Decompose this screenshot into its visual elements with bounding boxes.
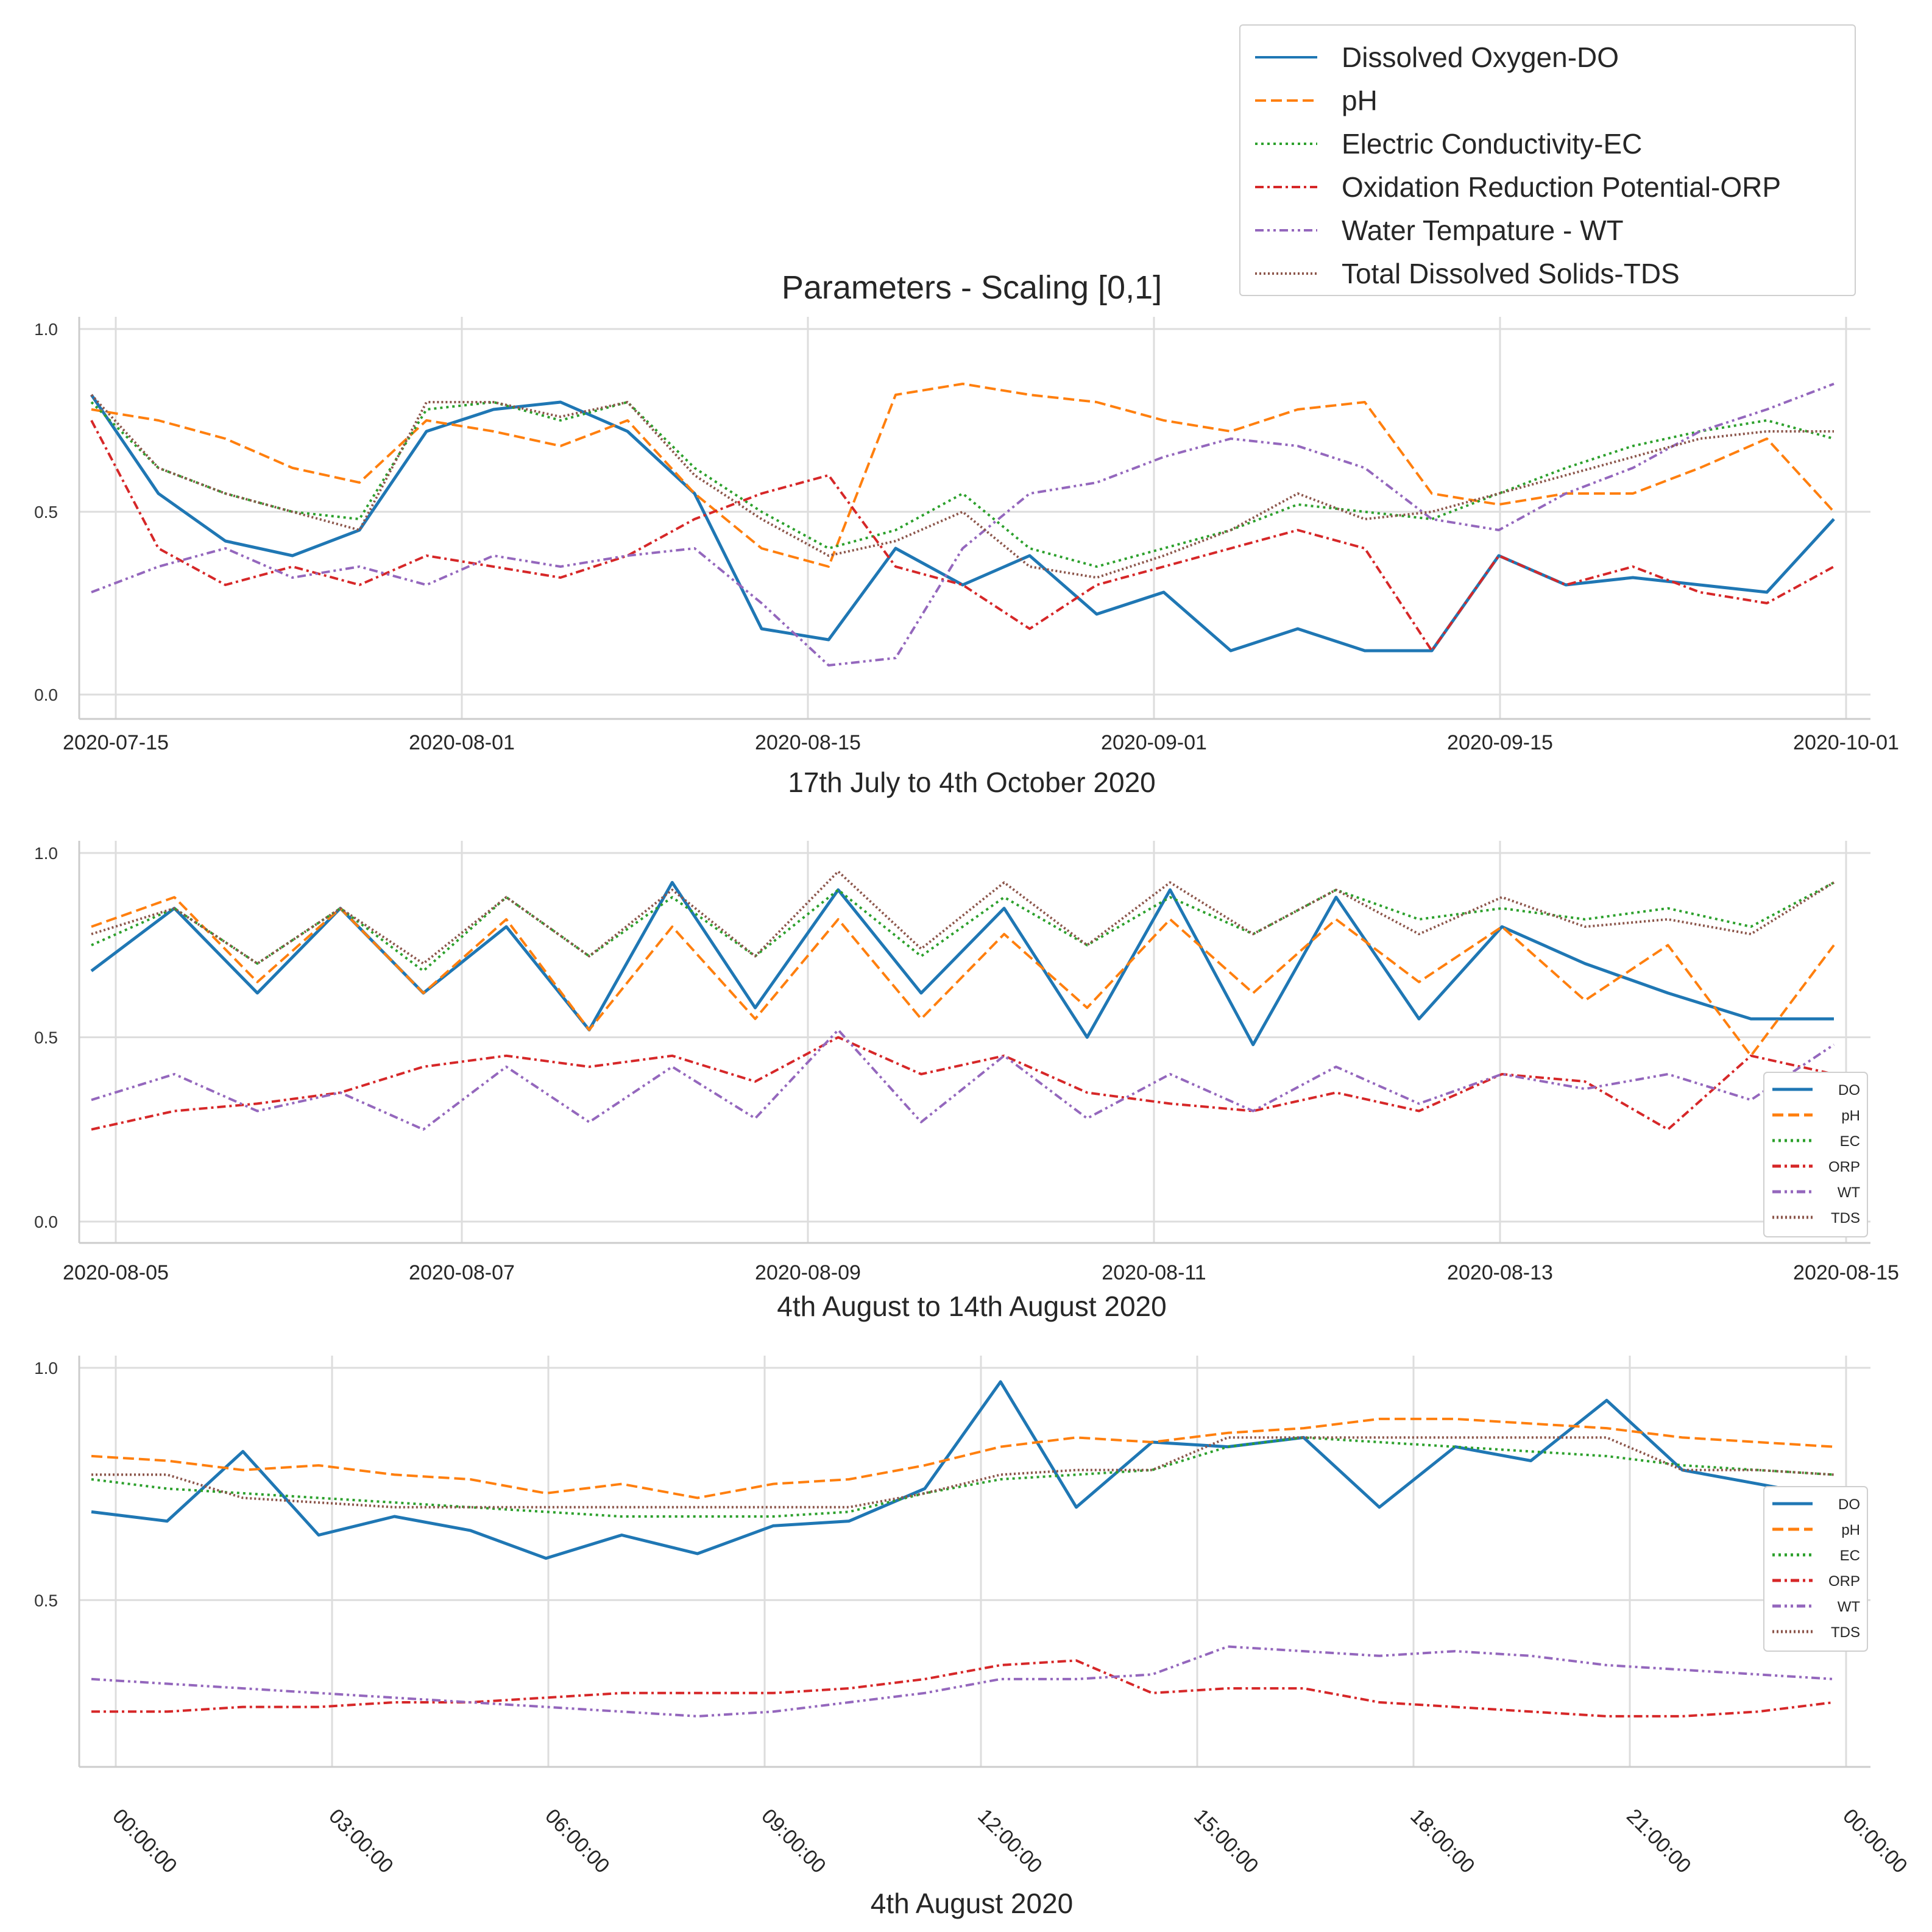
series-line-orp xyxy=(91,1036,1835,1131)
series-line-ec xyxy=(91,881,1835,972)
chart-panel-1: 0.0 0.5 1.0 2020-07-15 2020-08-01 2020-08-15 2… xyxy=(34,317,1899,798)
chart-panel-3: 0.5 1.0 00:00:00 03:00:00 06:00:00 09:00:00 12… xyxy=(34,1356,1912,1919)
x-tick-label: 2020-09-15 xyxy=(1447,731,1553,754)
legend-swatch-total-dissolved-solids-tds xyxy=(1255,272,1317,275)
x-tick-label: 2020-08-15 xyxy=(755,731,861,754)
x-tick-label: 2020-08-11 xyxy=(1102,1261,1206,1284)
series-line-do xyxy=(91,1380,1835,1560)
legend-label-orp: ORP xyxy=(1828,1159,1860,1175)
y-tick-label: 1.0 xyxy=(34,320,58,339)
series-line-ph xyxy=(91,1417,1835,1499)
x-tick-label: 2020-08-09 xyxy=(755,1261,861,1284)
legend-entry-dissolved-oxygen-do: Dissolved Oxygen-DO xyxy=(1253,39,1619,76)
x-tick-label: 2020-09-01 xyxy=(1101,731,1207,754)
legend-entry-oxidation-reduction-potential-orp: Oxidation Reduction Potential-ORP xyxy=(1253,169,1781,205)
series-line-electric-conductivity-ec xyxy=(90,401,1835,568)
legend-label-ec: EC xyxy=(1840,1133,1860,1150)
series-line-dissolved-oxygen-do xyxy=(90,394,1835,653)
x-tick-label: 2020-08-05 xyxy=(63,1261,169,1284)
legend-label-wt: WT xyxy=(1838,1599,1861,1615)
legend-label-tds: TDS xyxy=(1831,1210,1860,1226)
x-tick-label: 03:00:00 xyxy=(324,1805,397,1878)
legend-entry-ph: pH xyxy=(1253,82,1378,119)
legend-swatch-oxidation-reduction-potential-orp xyxy=(1255,186,1317,188)
x-tick-label: 18:00:00 xyxy=(1406,1805,1479,1878)
series-line-water-tempature-wt xyxy=(91,383,1835,667)
x-axis-label: 4th August 2020 xyxy=(871,1888,1074,1919)
legend-label: Dissolved Oxygen-DO xyxy=(1342,41,1619,73)
y-tick-label: 1.0 xyxy=(34,1359,58,1378)
x-tick-label: 12:00:00 xyxy=(973,1805,1046,1878)
legend-label: Water Tempature - WT xyxy=(1342,214,1624,246)
x-tick-label: 2020-08-15 xyxy=(1793,1261,1899,1284)
y-tick-label: 0.5 xyxy=(34,503,58,522)
series-line-oxidation-reduction-potential-orp xyxy=(90,420,1835,652)
figure-title: Parameters - Scaling [0,1] xyxy=(782,269,1162,306)
legend-label: Electric Conductivity-EC xyxy=(1342,128,1643,160)
legend-swatch-water-tempature-wt xyxy=(1255,229,1317,232)
legend-swatch-ph xyxy=(1255,99,1317,102)
x-axis-label: 4th August to 14th August 2020 xyxy=(777,1290,1166,1322)
x-tick-label: 2020-10-01 xyxy=(1793,731,1899,754)
x-tick-label: 2020-08-07 xyxy=(409,1261,515,1284)
series-line-ph xyxy=(91,383,1835,568)
y-tick-label: 1.0 xyxy=(34,844,58,863)
y-tick-label: 0.0 xyxy=(34,685,58,704)
legend-label-tds: TDS xyxy=(1831,1624,1860,1641)
legend-label-ph: pH xyxy=(1841,1522,1860,1538)
legend-entry-electric-conductivity-ec: Electric Conductivity-EC xyxy=(1253,126,1642,162)
y-tick-label: 0.5 xyxy=(34,1028,58,1047)
x-tick-label: 06:00:00 xyxy=(540,1805,614,1878)
legend-swatch-dissolved-oxygen-do xyxy=(1255,56,1317,58)
legend-label: pH xyxy=(1342,85,1378,116)
x-tick-label: 00:00:00 xyxy=(108,1805,181,1878)
y-tick-label: 0.5 xyxy=(34,1591,58,1610)
legend-label: Total Dissolved Solids-TDS xyxy=(1342,258,1680,289)
x-tick-label: 15:00:00 xyxy=(1189,1805,1262,1878)
legend-label-orp: ORP xyxy=(1828,1573,1860,1590)
series-line-orp xyxy=(91,1659,1835,1718)
legend-label-ph: pH xyxy=(1841,1108,1860,1124)
main-legend: Dissolved Oxygen-DO pH Electric Conductivi… xyxy=(1239,24,1856,296)
x-tick-label: 09:00:00 xyxy=(757,1805,830,1878)
legend-label-do: DO xyxy=(1838,1082,1860,1099)
chart-panel-2: 0.0 0.5 1.0 2020-08-05 2020-08-07 2020-08-09 2… xyxy=(34,841,1899,1322)
legend-entry-water-tempature-wt: Water Tempature - WT xyxy=(1253,212,1624,249)
x-axis-label: 17th July to 4th October 2020 xyxy=(788,766,1156,798)
x-tick-label: 2020-08-01 xyxy=(409,731,515,754)
y-tick-label: 0.0 xyxy=(34,1212,58,1231)
x-tick-label: 00:00:00 xyxy=(1838,1805,1911,1878)
x-tick-label: 2020-08-13 xyxy=(1447,1261,1553,1284)
legend-entry-total-dissolved-solids-tds: Total Dissolved Solids-TDS xyxy=(1253,255,1680,292)
series-line-ph xyxy=(91,896,1835,1057)
series-line-wt xyxy=(91,1028,1835,1131)
series-line-do xyxy=(90,880,1834,1047)
series-line-tds xyxy=(91,1436,1835,1509)
legend-label-wt: WT xyxy=(1838,1184,1861,1201)
x-tick-label: 21:00:00 xyxy=(1622,1805,1695,1878)
legend-swatch-electric-conductivity-ec xyxy=(1255,143,1317,145)
x-tick-label: 2020-07-15 xyxy=(63,731,169,754)
legend-label-ec: EC xyxy=(1840,1548,1860,1564)
legend-label: Oxidation Reduction Potential-ORP xyxy=(1342,171,1782,203)
legend-label-do: DO xyxy=(1838,1496,1860,1513)
